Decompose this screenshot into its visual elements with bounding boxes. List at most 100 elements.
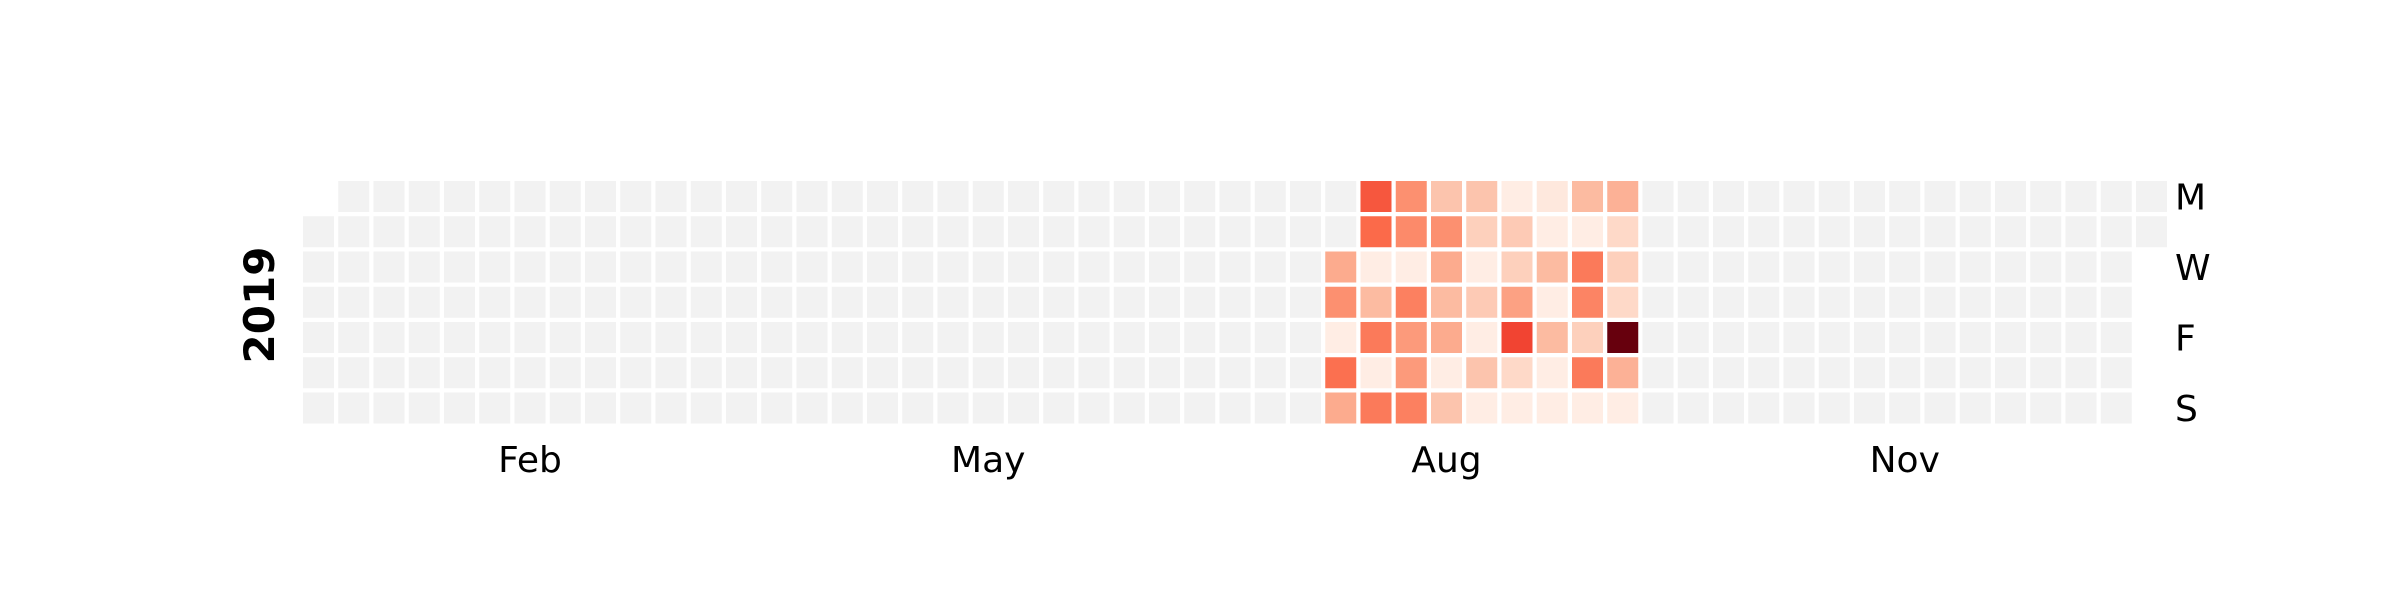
heatmap-cell [1818,322,1850,353]
heatmap-cell [479,216,511,248]
heatmap-cell [1748,392,1780,424]
day-label-f: F [2175,319,2196,360]
heatmap-cell [2030,251,2062,283]
heatmap-cell [1395,357,1427,389]
heatmap-cell [1325,251,1357,283]
heatmap-cell [1149,392,1180,424]
heatmap-cell [1219,392,1251,424]
heatmap-cell [1995,251,2026,283]
heatmap-cell [1290,286,1321,318]
year-label: 2019 [235,247,284,364]
heatmap-cell [373,251,405,283]
heatmap-cell [1466,322,1498,353]
day-label-w: W [2175,248,2211,289]
heatmap-cell [1078,251,1110,283]
heatmap-cell [620,251,652,283]
heatmap-cell [796,251,828,283]
heatmap-cell [549,357,581,389]
heatmap-cell [1677,322,1709,353]
heatmap-cell [303,216,334,248]
heatmap-cell [338,322,370,353]
heatmap-cell [1431,251,1462,283]
heatmap-cell [867,286,898,318]
heatmap-cell [444,251,475,283]
heatmap-cell [1854,357,1885,389]
heatmap-cell [1008,251,1039,283]
heatmap-cell [1854,286,1885,318]
heatmap-cell [1818,181,1850,212]
heatmap-cell [1889,322,1921,353]
heatmap-cell [761,181,793,212]
heatmap-cell [1959,286,1991,318]
heatmap-cell [2065,251,2097,283]
heatmap-cell [408,286,440,318]
heatmap-cell [1431,181,1462,212]
heatmap-cell [1219,322,1251,353]
heatmap-cell [1536,286,1568,318]
heatmap-cell [549,286,581,318]
heatmap-cell [1572,322,1603,353]
heatmap-cell [373,181,405,212]
heatmap-cell [937,286,969,318]
heatmap-cell [2100,216,2132,248]
heatmap-cell [690,392,722,424]
heatmap-cell [1219,286,1251,318]
heatmap-cell [1677,357,1709,389]
heatmap-cell [1078,181,1110,212]
heatmap-cell [1748,216,1780,248]
heatmap-cell [1184,181,1216,212]
heatmap-cell [585,357,616,389]
heatmap-cell [479,181,511,212]
heatmap-cell [549,392,581,424]
heatmap-cell [902,357,934,389]
heatmap-cell [1254,392,1286,424]
heatmap-cell [1713,216,1744,248]
heatmap-cell [1325,322,1357,353]
heatmap-cell [514,357,546,389]
heatmap-cell [303,357,334,389]
heatmap-cell [796,181,828,212]
heatmap-cell [1607,392,1639,424]
heatmap-cell [1395,251,1427,283]
heatmap-cell [1642,251,1674,283]
heatmap-cell [831,181,863,212]
heatmap-cell [2030,357,2062,389]
heatmap-cell [585,392,616,424]
heatmap-cell [1466,251,1498,283]
heatmap-cell [1818,357,1850,389]
heatmap-cell [585,286,616,318]
heatmap-cell [1078,357,1110,389]
heatmap-cell [1783,251,1815,283]
heatmap-cell [690,286,722,318]
heatmap-cell [1325,392,1357,424]
heatmap-cell [444,357,475,389]
heatmap-cell [1008,322,1039,353]
heatmap-cell [620,357,652,389]
heatmap-cell [1536,392,1568,424]
heatmap-cell [1713,181,1744,212]
heatmap-cell [303,392,334,424]
heatmap-cell [1783,322,1815,353]
heatmap-cell [1713,251,1744,283]
heatmap-cell [1959,181,1991,212]
heatmap-cell [1395,322,1427,353]
heatmap-cell [1889,286,1921,318]
heatmap-cell [972,216,1004,248]
heatmap-cell [373,392,405,424]
heatmap-cell [937,392,969,424]
heatmap-cell [1078,392,1110,424]
heatmap-cell [1783,286,1815,318]
heatmap-cell [1677,286,1709,318]
heatmap-cell [726,286,757,318]
heatmap-cell [1607,286,1639,318]
heatmap-cell [972,322,1004,353]
heatmap-cell [867,357,898,389]
heatmap-cell [1184,286,1216,318]
heatmap-cell [1889,251,1921,283]
heatmap-cell [726,392,757,424]
heatmap-cell [655,251,687,283]
heatmap-cell [1395,216,1427,248]
heatmap-cell [1536,251,1568,283]
heatmap-cell [1078,322,1110,353]
